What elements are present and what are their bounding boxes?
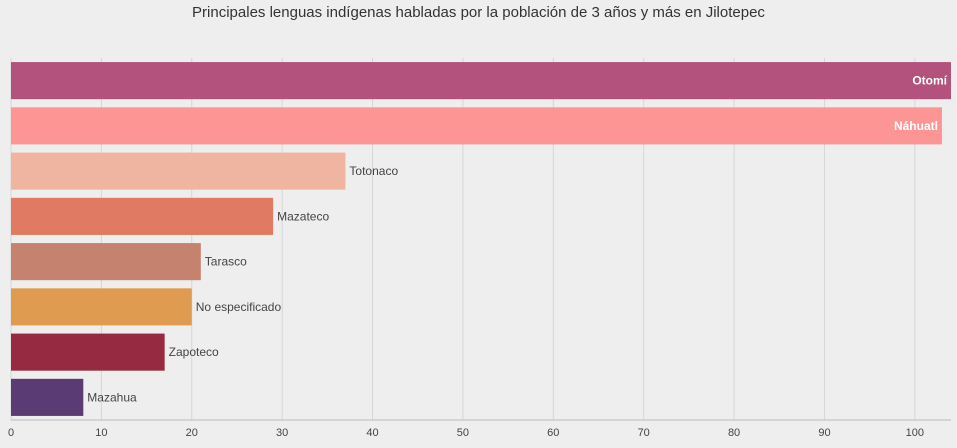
x-tick-label: 100 xyxy=(906,427,924,439)
x-tick-label: 50 xyxy=(457,427,469,439)
x-tick-label: 70 xyxy=(638,427,650,439)
x-tick-label: 60 xyxy=(547,427,559,439)
x-tick-label: 30 xyxy=(276,427,288,439)
x-tick-label: 40 xyxy=(366,427,378,439)
x-tick-label: 90 xyxy=(818,427,830,439)
bar-label: Zapoteco xyxy=(169,345,219,359)
bar-label: Mazahua xyxy=(87,390,137,404)
x-tick-label: 80 xyxy=(728,427,740,439)
bar xyxy=(11,333,165,371)
bar-label: Náhuatl xyxy=(894,119,938,133)
bar-label: Otomí xyxy=(912,74,947,88)
bar-label: No especificado xyxy=(196,300,282,314)
bar xyxy=(11,197,274,235)
x-tick-label: 10 xyxy=(95,427,107,439)
bar-label: Tarasco xyxy=(205,255,247,269)
bar xyxy=(11,152,346,190)
x-tick-label: 20 xyxy=(186,427,198,439)
x-tick-label: 0 xyxy=(8,427,14,439)
bar xyxy=(11,378,84,416)
bar-label: Mazateco xyxy=(277,209,329,223)
chart-title: Principales lenguas indígenas habladas p… xyxy=(192,4,765,21)
bar xyxy=(11,288,192,326)
bar xyxy=(11,243,201,281)
bar-label: Totonaco xyxy=(349,164,398,178)
bar xyxy=(11,107,942,145)
bar xyxy=(11,62,951,100)
